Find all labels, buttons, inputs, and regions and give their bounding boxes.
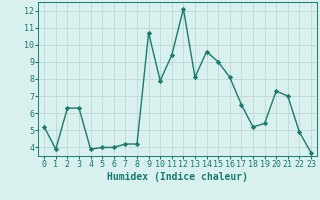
- X-axis label: Humidex (Indice chaleur): Humidex (Indice chaleur): [107, 172, 248, 182]
